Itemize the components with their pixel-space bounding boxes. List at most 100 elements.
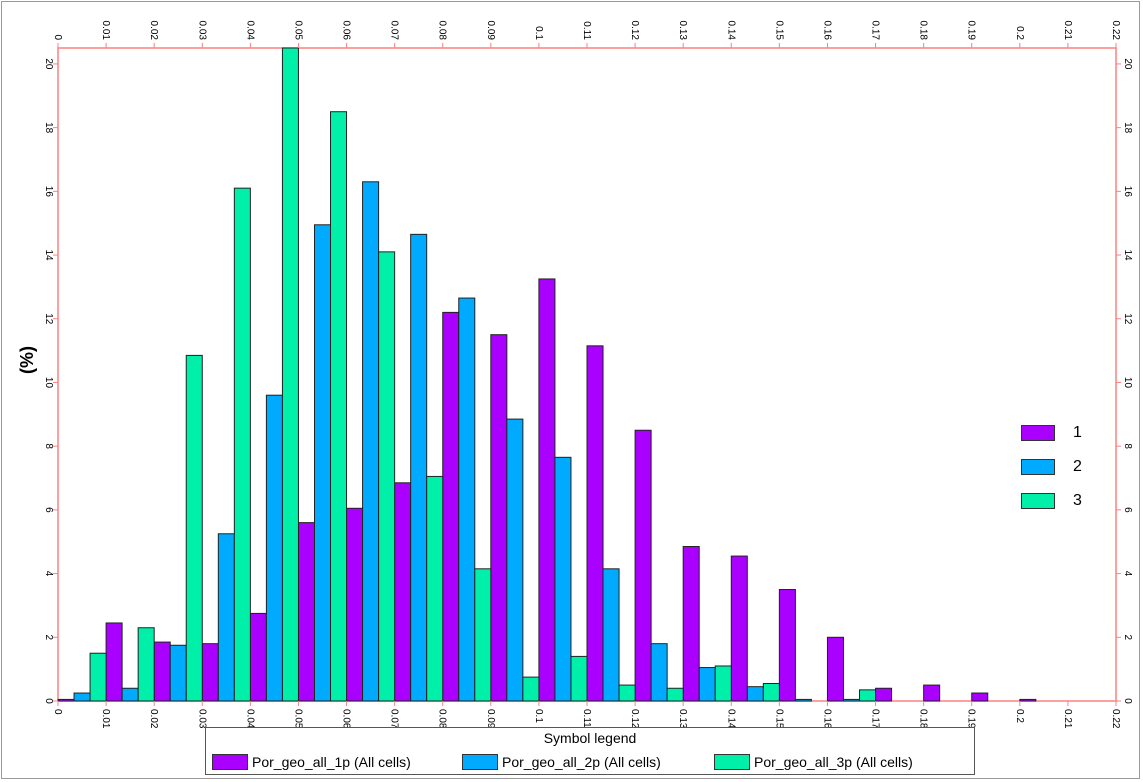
- x-tick-label-top-4: 0.04: [244, 21, 255, 41]
- bar-s3-b14: [762, 682, 780, 702]
- x-tick-label-top-10: 0.1: [533, 26, 544, 40]
- y-tick-label-left-10: 20: [43, 58, 54, 70]
- x-tick-label-bottom-15: 0.15: [773, 709, 784, 729]
- bar-s3-b3: [233, 187, 251, 702]
- bar-s3-b5: [330, 111, 348, 702]
- bar-s3-b12: [666, 687, 684, 702]
- y-tick-label-right-2: 4: [1122, 571, 1133, 577]
- x-tick-label-top-3: 0.03: [196, 21, 207, 41]
- x-tick-label-bottom-5: 0.05: [292, 709, 303, 729]
- bar-s3-b2: [185, 354, 203, 702]
- x-tick-label-top-18: 0.18: [918, 21, 929, 41]
- side-swatch-2: [1021, 459, 1055, 475]
- y-tick-label-left-2: 4: [43, 571, 54, 577]
- x-tick-label-top-20: 0.2: [1014, 26, 1025, 40]
- x-tick-label-top-13: 0.13: [677, 21, 688, 41]
- y-tick-label-left-3: 6: [43, 507, 54, 513]
- bar-s2-b11: [602, 568, 620, 702]
- bar-s1-b18: [923, 684, 941, 702]
- bar-s3-b8: [474, 568, 492, 702]
- bar-s3-b16: [859, 689, 877, 702]
- bar-s1-b11: [586, 345, 604, 702]
- x-tick-label-bottom-14: 0.14: [725, 709, 736, 729]
- x-tick-label-bottom-0: 0: [52, 709, 63, 715]
- x-tick-label-bottom-21: 0.21: [1062, 709, 1073, 729]
- x-tick-label-top-9: 0.09: [485, 21, 496, 41]
- bar-s2-b10: [554, 456, 572, 702]
- side-legend-item-3: 3: [1021, 484, 1082, 518]
- bar-s3-b0: [89, 652, 107, 702]
- x-tick-label-bottom-4: 0.04: [244, 709, 255, 729]
- x-tick-label-bottom-6: 0.06: [341, 709, 352, 729]
- y-tick-label-right-8: 16: [1122, 186, 1133, 198]
- y-tick-label-left-7: 14: [43, 249, 54, 261]
- y-tick-label-left-0: 0: [43, 698, 54, 704]
- bar-s3-b6: [378, 251, 396, 702]
- x-tick-label-top-21: 0.21: [1062, 21, 1073, 41]
- legend-swatch-1: [212, 754, 248, 770]
- bar-s1-b20: [1019, 698, 1037, 702]
- side-legend-item-2: 2: [1021, 450, 1082, 484]
- x-tick-label-bottom-7: 0.07: [389, 709, 400, 729]
- x-tick-label-bottom-10: 0.1: [533, 709, 544, 723]
- legend-swatch-3: [714, 754, 750, 770]
- y-axis-label: (%): [17, 346, 37, 374]
- x-tick-label-bottom-20: 0.2: [1014, 709, 1025, 723]
- y-tick-label-right-5: 10: [1122, 377, 1133, 389]
- x-tick-label-bottom-19: 0.19: [966, 709, 977, 729]
- x-tick-label-bottom-1: 0.01: [100, 709, 111, 729]
- x-tick-label-top-12: 0.12: [629, 21, 640, 41]
- bar-s3-b11: [618, 684, 636, 702]
- side-legend-label-2: 2: [1073, 458, 1082, 475]
- legend-label-3: Por_geo_all_3p (All cells): [754, 754, 913, 770]
- y-tick-label-left-1: 2: [43, 635, 54, 641]
- legend-swatch-2: [462, 754, 498, 770]
- bar-s2-b8: [458, 297, 476, 702]
- bar-s3-b10: [570, 655, 588, 702]
- bar-s2-b12: [650, 643, 668, 702]
- y-tick-label-right-6: 12: [1122, 313, 1133, 325]
- legend-title: Symbol legend: [543, 730, 637, 746]
- x-tick-label-bottom-2: 0.02: [148, 709, 159, 729]
- y-tick-label-right-1: 2: [1122, 635, 1133, 641]
- x-tick-label-top-15: 0.15: [773, 21, 784, 41]
- bar-s2-b7: [410, 233, 428, 702]
- x-tick-label-bottom-9: 0.09: [485, 709, 496, 729]
- x-tick-label-top-8: 0.08: [437, 21, 448, 41]
- x-tick-label-bottom-22: 0.22: [1110, 709, 1121, 729]
- x-tick-label-top-11: 0.11: [581, 21, 592, 40]
- y-tick-label-left-8: 16: [43, 186, 54, 198]
- y-tick-label-right-4: 8: [1122, 443, 1133, 449]
- bar-s3-b9: [522, 676, 540, 702]
- legend-entry-3: Por_geo_all_3p (All cells): [714, 752, 913, 772]
- x-tick-label-top-1: 0.01: [100, 21, 111, 41]
- bar-s3-b13: [714, 665, 732, 702]
- y-tick-label-right-7: 14: [1122, 249, 1133, 261]
- bar-s2-b9: [506, 418, 524, 702]
- x-tick-label-top-22: 0.22: [1110, 21, 1121, 41]
- side-legend-label-3: 3: [1073, 492, 1082, 509]
- bar-s1-b16: [826, 636, 844, 702]
- x-tick-label-top-16: 0.16: [821, 21, 832, 41]
- side-swatch-3: [1021, 493, 1055, 509]
- side-legend-item-1: 1: [1021, 416, 1082, 450]
- x-tick-label-top-14: 0.14: [725, 21, 736, 41]
- legend-entry-1: Por_geo_all_1p (All cells): [212, 752, 411, 772]
- bar-s3-b4: [281, 47, 299, 702]
- x-tick-label-top-2: 0.02: [148, 21, 159, 41]
- y-tick-label-left-9: 18: [43, 122, 54, 134]
- bar-s1-b19: [971, 692, 989, 702]
- y-tick-label-left-5: 10: [43, 377, 54, 389]
- y-tick-label-left-4: 8: [43, 443, 54, 449]
- bar-s3-b1: [137, 627, 155, 702]
- side-swatch-1: [1021, 425, 1055, 441]
- x-tick-label-bottom-18: 0.18: [918, 709, 929, 729]
- bar-s3-b7: [426, 475, 444, 702]
- bar-s1-b12: [634, 429, 652, 702]
- side-legend: 1 2 3: [1021, 416, 1082, 518]
- symbol-legend: Symbol legend Por_geo_all_1p (All cells)…: [205, 727, 975, 775]
- x-tick-label-top-17: 0.17: [870, 21, 881, 41]
- x-tick-label-top-19: 0.19: [966, 21, 977, 41]
